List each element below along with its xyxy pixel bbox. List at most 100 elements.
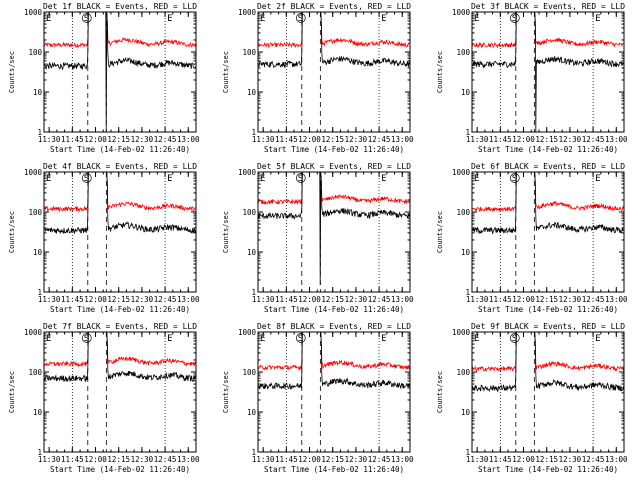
x-tick-label: 12:00 [512,135,535,144]
panel-data [472,12,624,132]
x-tick-label: 12:30 [131,295,154,304]
y-tick-label: 100 [456,48,470,57]
start-marker-label: S [84,174,89,184]
y-axis-label: Counts/sec [436,371,444,413]
start-marker-label: S [512,14,517,24]
panel-data [258,12,410,69]
panel-title: Det 9f BLACK = Events, RED = LLD [471,322,625,331]
panel-frame [257,331,411,453]
panel-6f: Det 6f BLACK = Events, RED = LLD S E E 1 10 10… [436,162,628,314]
y-tick-label: 10 [247,248,257,257]
y-tick-label: 100 [242,208,256,217]
x-tick-label: 13:00 [605,135,628,144]
x-tick-label: 12:00 [512,295,535,304]
x-tick-label: 12:15 [321,295,344,304]
y-tick-label: 1000 [452,328,471,337]
x-tick-label: 12:45 [154,295,177,304]
panel-frame [43,171,197,293]
x-tick-label: 12:30 [345,455,368,464]
y-tick-label: 10 [461,248,471,257]
events-series-line [44,172,196,235]
x-tick-label: 12:15 [107,295,130,304]
lld-series-line [44,332,196,368]
x-tick-label: 12:30 [345,135,368,144]
x-tick-label: 12:15 [321,455,344,464]
x-axis-label: Start Time (14-Feb-02 11:26:40) [264,305,404,314]
end-marker-label: E [167,334,172,344]
lld-series-line [44,12,196,49]
panel-frame [257,11,411,133]
end-marker-label: E [381,174,386,184]
y-tick-label: 100 [456,368,470,377]
x-tick-label: 11:30 [466,455,489,464]
y-axis-label: Counts/sec [8,51,16,93]
y-tick-label: 100 [242,48,256,57]
y-tick-label: 1000 [24,8,43,17]
panel-data [472,332,624,393]
x-tick-label: 11:30 [466,295,489,304]
panel-frame [257,171,411,293]
x-tick-label: 13:00 [177,295,200,304]
y-tick-label: 1 [465,128,470,137]
events-series-line [44,332,196,383]
x-tick-label: 13:00 [177,455,200,464]
y-tick-label: 1 [37,448,42,457]
panel-data [472,172,624,235]
y-tick-label: 1000 [24,328,43,337]
x-tick-label: 12:45 [368,455,391,464]
x-tick-label: 13:00 [391,295,414,304]
panel-8f: Det 8f BLACK = Events, RED = LLD S E E 1 10 10… [222,322,414,474]
start-marker-circle [509,333,520,343]
x-tick-label: 13:00 [391,135,414,144]
x-tick-label: 12:30 [345,295,368,304]
start-marker-circle [81,13,92,23]
panel-frame [43,331,197,453]
start-marker-label: S [84,334,89,344]
y-axis-label: Counts/sec [222,371,230,413]
end-marker-label: E [260,14,265,24]
panel-data [258,332,410,390]
panel-2f: Det 2f BLACK = Events, RED = LLD S E E 1 10 10… [222,2,414,154]
end-marker-label: E [381,14,386,24]
end-marker-label: E [260,334,265,344]
y-tick-label: 1000 [452,168,471,177]
y-tick-label: 1000 [452,8,471,17]
y-tick-label: 1 [251,448,256,457]
x-tick-label: 12:45 [154,455,177,464]
x-tick-label: 11:30 [466,135,489,144]
x-tick-label: 11:45 [61,295,84,304]
end-marker-label: E [474,14,479,24]
lld-series-line [472,172,624,213]
x-tick-label: 13:00 [605,295,628,304]
events-series-line [472,12,624,132]
x-tick-label: 13:00 [605,455,628,464]
end-marker-label: E [381,334,386,344]
x-tick-label: 11:45 [61,135,84,144]
x-tick-label: 11:45 [275,455,298,464]
y-tick-label: 100 [456,208,470,217]
x-tick-label: 11:45 [489,295,512,304]
x-tick-label: 12:00 [84,135,107,144]
start-marker-circle [81,333,92,343]
y-tick-label: 10 [461,88,471,97]
y-tick-label: 100 [242,368,256,377]
y-tick-label: 1 [37,288,42,297]
end-marker-label: E [167,14,172,24]
start-marker-circle [295,333,306,343]
y-tick-label: 100 [28,48,42,57]
panel-frame [471,331,625,453]
y-tick-label: 1000 [24,168,43,177]
x-axis-label: Start Time (14-Feb-02 11:26:40) [264,465,404,474]
y-axis-label: Counts/sec [8,211,16,253]
x-tick-label: 11:30 [38,455,61,464]
x-tick-label: 12:15 [535,135,558,144]
lld-series-line [44,172,196,213]
x-axis-label: Start Time (14-Feb-02 11:26:40) [478,305,618,314]
panel-frame [471,171,625,293]
lld-series-line [258,332,410,372]
start-marker-label: S [84,14,89,24]
end-marker-label: E [474,174,479,184]
panel-data [258,172,410,286]
lld-series-line [258,172,410,205]
